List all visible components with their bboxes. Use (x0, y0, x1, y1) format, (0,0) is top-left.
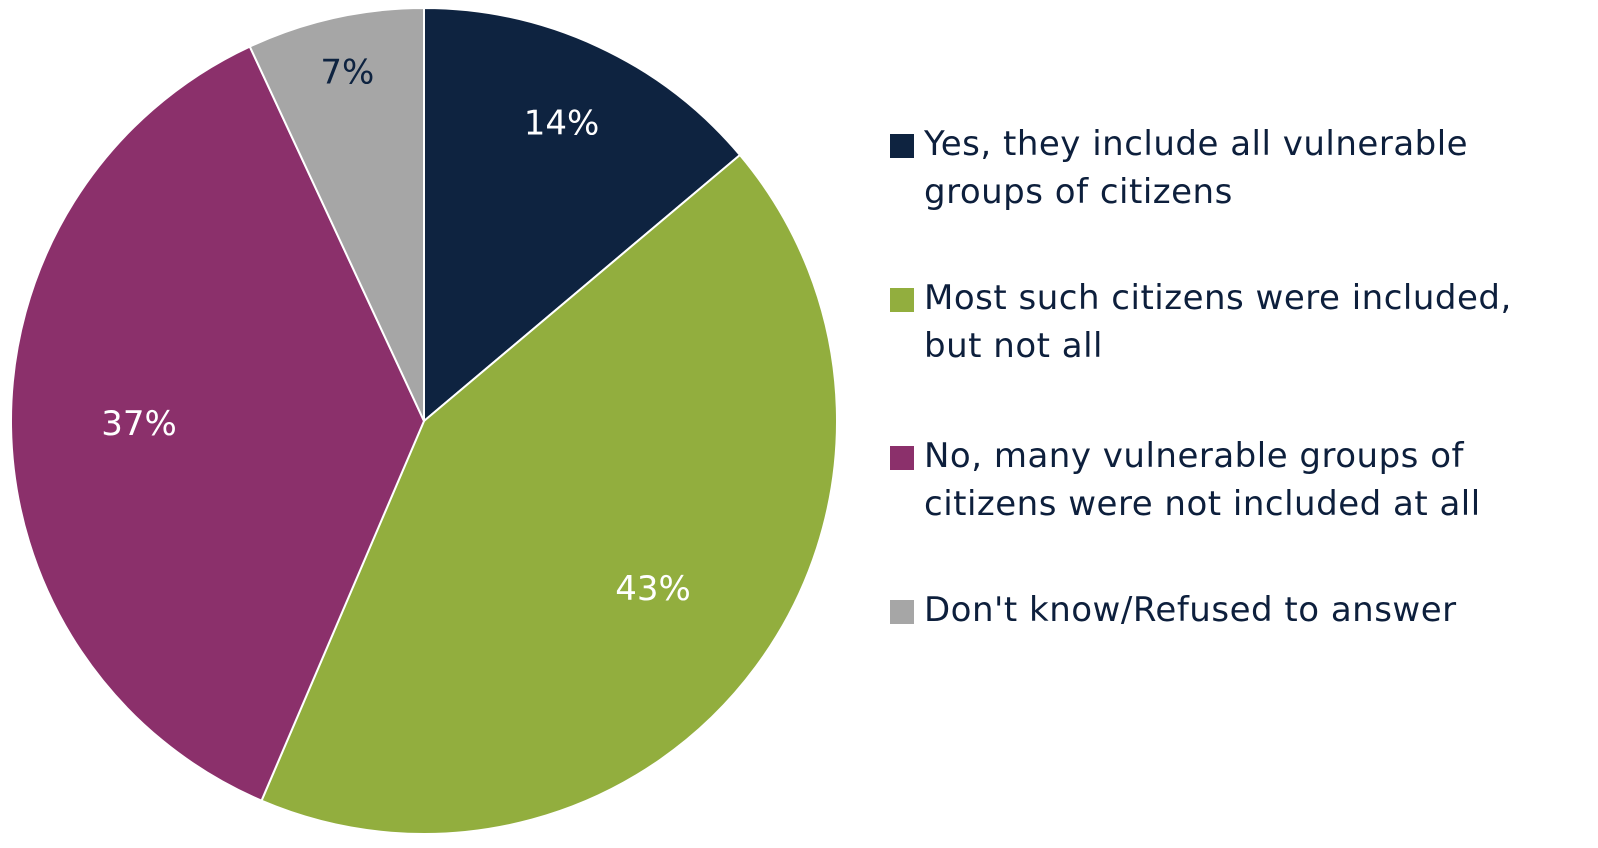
legend-label-most-included: Most such citizens were included, but no… (924, 278, 1512, 366)
legend-swatch-dont-know (890, 600, 914, 624)
pie-slice-dont-know (248, 6, 425, 422)
legend-swatch-yes-all (890, 134, 914, 158)
pie-slice-yes-all (423, 6, 742, 424)
legend-label-many-not-included: No, many vulnerable groups of citizens w… (924, 436, 1481, 524)
pie-label-many-not-included: 37% (101, 404, 177, 444)
pie-data-labels: 14% 43% 37% 7% (101, 53, 690, 609)
pie-slice-most-included (260, 153, 838, 835)
legend-label-dont-know: Don't know/Refused to answer (924, 590, 1457, 630)
legend-swatch-many-not-included (890, 446, 914, 470)
chart-legend: Yes, they include all vulnerable groups … (890, 0, 1590, 848)
pie-chart: 14% 43% 37% 7% (10, 6, 838, 835)
pie-label-dont-know: 7% (320, 53, 374, 93)
pie-slices (10, 6, 838, 835)
pie-slice-many-not-included (10, 45, 426, 803)
pie-label-most-included: 43% (615, 569, 691, 609)
legend-label-yes-all: Yes, they include all vulnerable groups … (924, 124, 1469, 212)
pie-label-yes-all: 14% (524, 104, 600, 144)
legend-swatch-most-included (890, 288, 914, 312)
